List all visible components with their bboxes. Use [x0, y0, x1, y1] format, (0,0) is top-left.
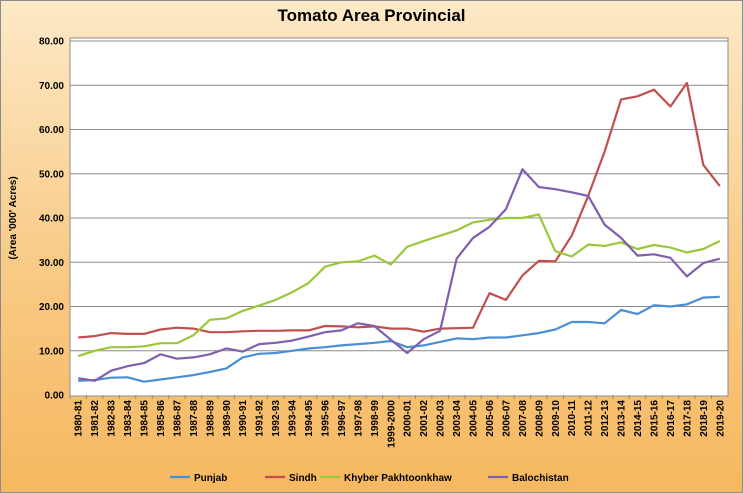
legend-label: Balochistan	[512, 473, 569, 484]
x-tick-label: 2001-02	[419, 400, 430, 437]
x-tick-label: 1991-92	[255, 400, 266, 437]
series-line-punjab	[78, 295, 720, 383]
x-tick-label: 1981-82	[90, 400, 101, 437]
legend-label: Sindh	[289, 473, 317, 484]
x-tick-label: 1986-87	[172, 400, 183, 437]
x-tick-label: 2014-15	[633, 400, 644, 437]
x-tick-label: 1989-90	[222, 400, 233, 437]
y-axis: 0.00 10.00 20.00 30.00 40.00 50.00 60.00 70.00 8…	[39, 37, 64, 402]
gridlines	[70, 40, 728, 352]
x-tick-label: 2009-10	[551, 400, 562, 437]
x-tick-label: 2000-01	[403, 400, 414, 437]
x-tick-label: 1987-88	[189, 400, 200, 437]
x-tick-label: 2016-17	[666, 400, 677, 437]
x-tick-label: 1984-85	[140, 400, 151, 437]
x-tick-label: 2011-12	[584, 400, 595, 437]
x-tick-label: 2006-07	[501, 400, 512, 437]
y-tick-label: 30.00	[39, 258, 64, 269]
x-tick-label: 1992-93	[271, 400, 282, 437]
x-tick-label: 1994-95	[304, 400, 315, 437]
x-tick-label: 2002-03	[436, 400, 447, 437]
y-tick-label: 60.00	[39, 125, 64, 136]
x-tick-label: 2005-06	[485, 400, 496, 437]
x-tick-label: 2004-05	[469, 400, 480, 437]
x-tick-label: 2013-14	[617, 400, 628, 437]
legend: Punjab Sindh Khyber Pakhtoonkhaw Balochista…	[170, 473, 569, 484]
legend-label: Khyber Pakhtoonkhaw	[344, 473, 452, 484]
x-tick-label: 1980-81	[74, 400, 85, 437]
y-tick-label: 40.00	[39, 214, 64, 225]
y-tick-label: 70.00	[39, 81, 64, 92]
x-tick-label: 1993-94	[288, 400, 299, 437]
x-tick-label: 2018-19	[699, 400, 710, 437]
y-tick-label: 20.00	[39, 302, 64, 313]
series-line-balochistan	[78, 168, 721, 382]
x-tick-label: 1995-96	[320, 400, 331, 437]
x-tick-label: 1990-91	[238, 400, 249, 437]
series-line-sindh	[78, 81, 721, 339]
series-lines	[77, 81, 721, 383]
y-tick-label: 80.00	[39, 37, 64, 48]
x-tick-label: 1997-98	[353, 400, 364, 437]
x-tick-label: 1982-83	[107, 400, 118, 437]
x-tick-label: 1996-97	[337, 400, 348, 437]
x-tick-label: 2003-04	[452, 400, 463, 437]
x-tick-label: 2017-18	[682, 400, 693, 437]
y-tick-label: 0.00	[45, 391, 65, 402]
x-tick-label: 1983-84	[123, 400, 134, 437]
x-tick-label: 1985-86	[156, 400, 167, 437]
plot-area	[69, 37, 729, 397]
x-axis: 1980-81 1981-82 1982-83 1983-84 1984-85 1985-…	[69, 395, 726, 448]
x-tick-label: 2012-13	[600, 400, 611, 437]
x-tick-label: 2007-08	[518, 400, 529, 437]
x-tick-label: 1998-99	[370, 400, 381, 437]
x-tick-label: 2015-16	[649, 400, 660, 437]
x-tick-label: 1988-89	[205, 400, 216, 437]
legend-label: Punjab	[194, 473, 227, 484]
x-tick-label: 2010-11	[567, 400, 578, 437]
chart-title: Tomato Area Provincial	[277, 6, 466, 25]
y-tick-label: 50.00	[39, 169, 64, 180]
series-line-khyber-pakhtoonkhaw	[77, 213, 721, 358]
x-tick-label: 2008-09	[534, 400, 545, 437]
y-tick-label: 10.00	[39, 346, 64, 357]
y-axis-label: (Area '000' Acres)	[8, 176, 19, 259]
x-tick-label: 1999-2000	[386, 400, 397, 448]
x-tick-label: 2019-20	[715, 400, 726, 437]
